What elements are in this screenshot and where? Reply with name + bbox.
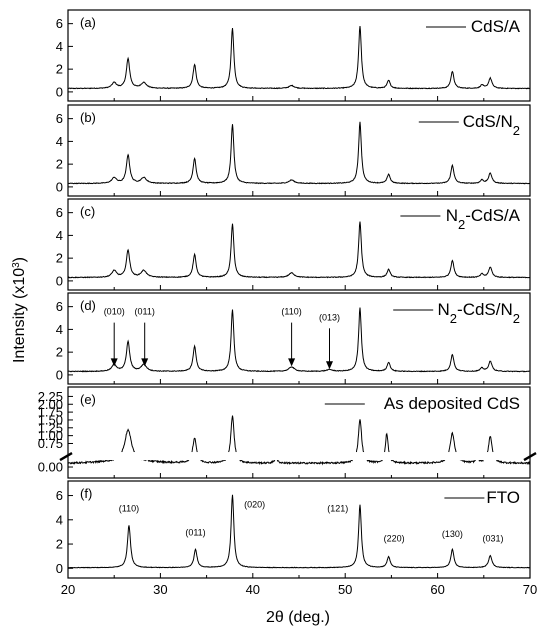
panel-c: 0 2 4 6 (c) N2-CdS/A (56, 198, 531, 291)
y-tick-label: 2.25 (38, 389, 63, 404)
x-tick-label: 50 (338, 582, 352, 597)
peak-label: (010) (104, 307, 125, 317)
y-tick-label: 4 (56, 512, 63, 527)
y-tick-label: 6 (56, 16, 63, 31)
y-tick-label: 1.25 (38, 420, 63, 435)
y-axis-label-main: Intensity (x10 (11, 268, 28, 363)
y-tick-label: 2 (56, 157, 63, 172)
x-tick-label: 60 (430, 582, 444, 597)
legend-label: N2-CdS/N2 (438, 300, 520, 326)
spectrum-line (68, 415, 530, 466)
y-tick-label: 2 (56, 537, 63, 552)
peak-label: (013) (319, 312, 340, 322)
y-axis-label-sup: 3 (11, 262, 22, 268)
y-tick-label: 0 (56, 179, 63, 194)
panel-tag: (d) (80, 298, 96, 313)
panel-tag: (c) (80, 204, 95, 219)
peak-label: (031) (483, 534, 504, 544)
peak-label: (220) (384, 534, 405, 544)
peak-label: (130) (442, 529, 463, 539)
y-tick-label: 0 (56, 273, 63, 288)
y-tick-label: 4 (56, 228, 63, 243)
x-axis-label: 2θ (deg.) (266, 609, 330, 626)
y-tick-label: 2.00 (38, 397, 63, 412)
y-tick-label: 6 (56, 488, 63, 503)
panels: 0 2 4 6 (a) CdS/A 0 2 4 6 (b) CdS/N2 0 2 4 6 (c) N2-CdS/A… (38, 9, 537, 579)
axis-break-right (523, 451, 537, 462)
peak-label: (121) (327, 503, 348, 513)
panel-d: 0 2 4 6 (d) N2-CdS/N2 (010) (011) (110) (013) (56, 292, 531, 385)
spectrum-line (68, 494, 530, 569)
axis-break-gap (69, 452, 529, 461)
arrow-head (141, 358, 149, 367)
legend: CdS/A (426, 17, 521, 36)
y-tick-label: 0 (56, 84, 63, 99)
panel-tag: (b) (80, 110, 96, 125)
y-tick-label: 0 (56, 367, 63, 382)
panel-b: 0 2 4 6 (b) CdS/N2 (56, 104, 531, 197)
y-tick-label: 1.75 (38, 405, 63, 420)
panel-e: 0.00 0.751.001.251.501.752.002.25 (e) As de… (38, 386, 537, 479)
peak-label: (011) (185, 528, 205, 538)
legend-label: As deposited CdS (384, 394, 520, 413)
legend: FTO (444, 488, 520, 507)
peak-label: (020) (244, 500, 265, 510)
panel-a: 0 2 4 6 (a) CdS/A (56, 9, 531, 102)
y-axis-title: Intensity (x103) (11, 257, 29, 363)
panel-tag: (e) (80, 392, 96, 407)
y-tick-label: 1.50 (38, 412, 63, 427)
x-tick-label: 20 (61, 582, 75, 597)
spectrum-line (68, 221, 530, 279)
axis-break-left (59, 451, 73, 462)
panel-tag: (a) (80, 15, 96, 30)
legend-label: CdS/A (471, 17, 521, 36)
y-axis-label-tail: ) (11, 257, 28, 262)
y-tick-label: 4 (56, 322, 63, 337)
y-tick-label: 2 (56, 62, 63, 77)
peak-label: (011) (135, 307, 155, 317)
y-tick-label: 6 (56, 205, 63, 220)
peak-label: (110) (119, 503, 139, 513)
y-tick-label: 6 (56, 299, 63, 314)
arrow-head (288, 358, 296, 367)
panel-f: 0 2 4 6 (f) FTO (110) (011) (020) (121) (220) (130)… (56, 480, 531, 579)
peak-label: (110) (281, 307, 301, 317)
y-tick-label: 0.00 (38, 460, 63, 475)
legend: As deposited CdS (324, 394, 520, 413)
y-axis-label: Intensity (x103) (11, 257, 29, 363)
spectrum-line (68, 25, 530, 90)
y-tick-label: 4 (56, 39, 63, 54)
legend-label: N2-CdS/A (446, 206, 521, 232)
spectrum-line (68, 121, 530, 185)
arrow-head (325, 361, 333, 370)
legend-label: CdS/N2 (463, 112, 520, 138)
arrow-head (110, 358, 118, 367)
y-tick-label: 4 (56, 134, 63, 149)
x-tick-label: 40 (246, 582, 260, 597)
y-tick-label: 2 (56, 345, 63, 360)
y-tick-label: 0 (56, 561, 63, 576)
panel-tag: (f) (80, 486, 92, 501)
legend: N2-CdS/A (400, 206, 521, 232)
y-tick-label: 6 (56, 111, 63, 126)
y-tick-label: 2 (56, 251, 63, 266)
x-tick-label: 30 (153, 582, 167, 597)
legend-label: FTO (486, 488, 520, 507)
x-tick-label: 70 (523, 582, 537, 597)
legend: CdS/N2 (418, 112, 520, 138)
legend: N2-CdS/N2 (393, 300, 520, 326)
y-tick-label: 1.00 (38, 428, 63, 443)
y-tick-label: 0.75 (38, 436, 63, 451)
x-axis: 20 30 40 50 60 70 (61, 582, 537, 597)
